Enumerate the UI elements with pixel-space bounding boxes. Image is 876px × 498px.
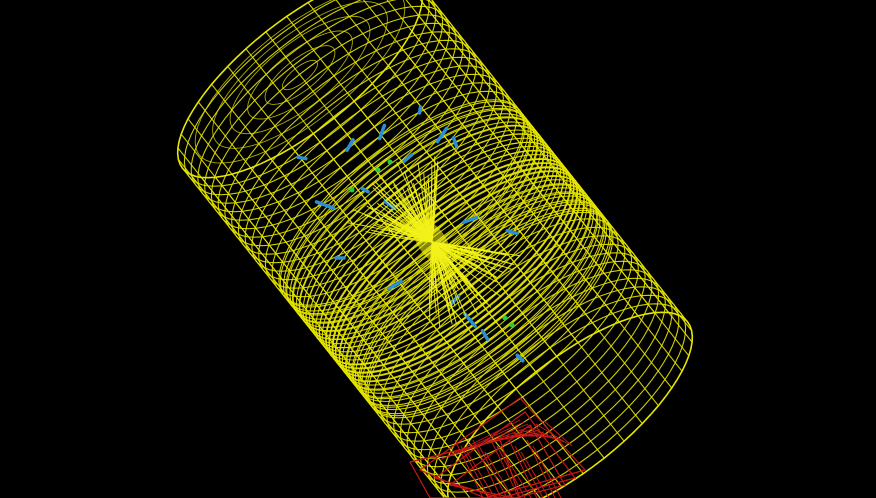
cap-ring <box>264 45 336 105</box>
mesh-longitude <box>197 101 469 443</box>
calorimeter-edge <box>460 445 490 498</box>
hit-marker <box>463 312 477 328</box>
hit-marker <box>296 155 308 161</box>
calorimeter-edge <box>490 439 520 498</box>
calorimeter-cell <box>418 397 587 498</box>
mesh-longitude <box>182 167 446 498</box>
mesh-longitude <box>177 159 448 498</box>
hit-marker <box>387 159 393 165</box>
mesh-longitude <box>431 0 688 323</box>
hit-marker <box>509 322 515 328</box>
hit-marker <box>417 105 423 115</box>
calorimeter-edge <box>532 445 562 498</box>
cap-ring <box>282 59 318 91</box>
calorimeter-box-wireframe <box>409 397 587 498</box>
hit-marker <box>451 136 459 148</box>
calorimeter-edge <box>447 421 525 458</box>
calorimeter-edge <box>519 429 561 441</box>
cap-ring <box>229 15 371 135</box>
calorimeter-edge <box>508 439 538 498</box>
mesh-longitude <box>307 2 579 343</box>
calorimeter-edge <box>478 445 508 498</box>
hit-marker <box>314 200 336 210</box>
hit-marker <box>480 328 490 342</box>
calorimeter-edge <box>535 423 569 445</box>
hit-marker <box>435 126 449 144</box>
hit-marker <box>360 186 370 194</box>
hit-marker <box>515 353 525 363</box>
calorimeter-edge <box>527 426 565 443</box>
hit-marker <box>449 294 461 306</box>
mesh-longitude <box>428 0 681 317</box>
calorimeter-edge <box>472 439 502 498</box>
mesh-longitude <box>362 0 620 323</box>
calorimeter-cell <box>433 411 577 498</box>
calorimeter-edge <box>484 451 514 498</box>
hit-marker <box>505 228 519 236</box>
hit-marker <box>387 279 403 291</box>
mesh-longitude <box>419 0 670 313</box>
mesh-longitude <box>187 118 459 460</box>
calorimeter-edge <box>466 451 496 498</box>
cap-ring <box>212 1 388 149</box>
calorimeter-edge <box>543 420 573 447</box>
hit-marker <box>461 215 479 225</box>
hit-marker <box>375 167 381 173</box>
calorimeter-edge <box>526 439 556 498</box>
hit-marker <box>502 315 508 321</box>
calorimeter-edge <box>455 423 529 455</box>
calorimeter-edge <box>439 419 521 461</box>
mesh-longitude <box>245 48 517 390</box>
vertex-glow <box>413 219 451 265</box>
hit-marker <box>402 153 414 163</box>
mesh-longitude <box>227 66 499 407</box>
calorimeter-cell <box>448 424 566 498</box>
particle-track-bundle <box>347 156 520 329</box>
hit-marker <box>345 138 355 152</box>
calorimeter-edge <box>514 445 544 498</box>
cap-ring <box>247 30 353 120</box>
cap-ring <box>194 0 406 164</box>
mesh-longitude <box>180 133 452 475</box>
detector-cylinder-wireframe <box>176 0 694 498</box>
mesh-longitude <box>386 0 639 317</box>
mesh-longitude <box>335 0 600 332</box>
hit-marker <box>377 123 387 141</box>
mesh-longitude <box>177 147 449 489</box>
mesh-longitude <box>211 83 483 425</box>
calorimeter-edge <box>496 445 526 498</box>
hit-marker <box>349 187 355 193</box>
calorimeter-edge <box>520 451 550 498</box>
mesh-longitude <box>405 0 656 314</box>
calorimeter-edge <box>502 451 532 498</box>
